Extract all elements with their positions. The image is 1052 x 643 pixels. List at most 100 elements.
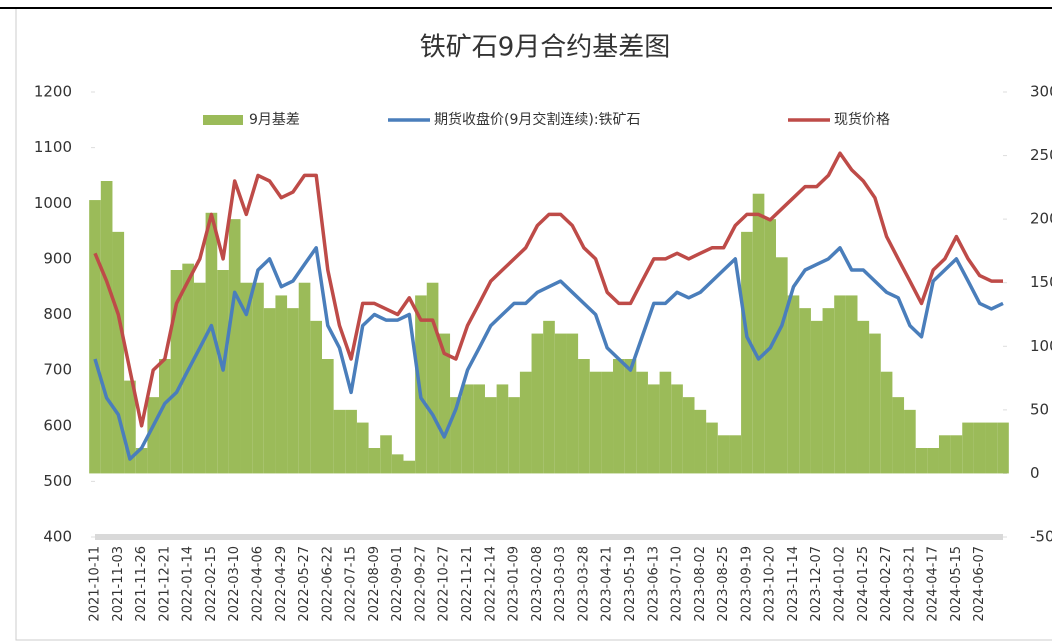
x-tick-label: 2023-11-14 bbox=[786, 546, 801, 622]
y-tick-label: 600 bbox=[43, 416, 72, 434]
y-tick-label: 800 bbox=[43, 305, 72, 323]
y2-tick-label: 300 bbox=[1030, 83, 1052, 101]
bar bbox=[380, 435, 392, 474]
x-tick-label: 2021-11-03 bbox=[111, 546, 126, 622]
bar bbox=[787, 295, 800, 474]
bar bbox=[938, 435, 951, 474]
bar bbox=[438, 333, 451, 474]
legend-label: 期货收盘价(9月交割连续):铁矿石 bbox=[434, 111, 641, 128]
x-tick-label: 2022-07-15 bbox=[344, 546, 359, 622]
legend-label: 9月基差 bbox=[249, 111, 300, 128]
x-tick-label: 2021-11-26 bbox=[134, 546, 149, 622]
x-tick-label: 2024-03-21 bbox=[902, 546, 917, 622]
x-tick-label: 2023-01-09 bbox=[507, 546, 522, 622]
x-tick-label: 2021-12-21 bbox=[157, 546, 172, 622]
x-tick-label: 2023-12-07 bbox=[809, 546, 824, 622]
y2-tick-label: 250 bbox=[1030, 146, 1052, 164]
bar bbox=[531, 333, 544, 474]
x-tick-label: 2022-06-22 bbox=[320, 546, 335, 622]
bar bbox=[892, 397, 905, 474]
bar bbox=[985, 422, 998, 474]
bar bbox=[135, 448, 148, 474]
bar bbox=[543, 320, 555, 474]
bar bbox=[484, 397, 497, 474]
x-tick-label: 2023-10-20 bbox=[763, 546, 778, 622]
bar bbox=[391, 454, 404, 474]
bar bbox=[554, 333, 567, 474]
bar bbox=[624, 359, 637, 474]
x-tick-label: 2021-10-11 bbox=[88, 546, 103, 622]
x-tick-label: 2024-05-15 bbox=[949, 546, 964, 622]
bar bbox=[997, 422, 1009, 474]
bar bbox=[89, 200, 101, 474]
bar bbox=[810, 320, 823, 474]
y2-tick-label: 200 bbox=[1030, 210, 1052, 228]
bar bbox=[345, 409, 357, 474]
bar bbox=[124, 380, 136, 474]
bar bbox=[834, 295, 846, 474]
y-tick-label: 900 bbox=[43, 249, 72, 267]
bar bbox=[426, 282, 439, 474]
bar bbox=[880, 371, 893, 474]
bar bbox=[647, 384, 660, 474]
bar bbox=[717, 435, 730, 474]
bar bbox=[659, 371, 672, 474]
x-tick-label: 2024-04-17 bbox=[926, 546, 941, 622]
y-tick-label: 1200 bbox=[34, 83, 72, 101]
y-tick-label: 400 bbox=[43, 528, 72, 546]
bar bbox=[752, 193, 765, 474]
bar bbox=[356, 422, 369, 474]
bar bbox=[589, 371, 602, 474]
x-tick-label: 2022-10-27 bbox=[437, 546, 452, 622]
y-tick-label: 700 bbox=[43, 361, 72, 379]
bar bbox=[950, 435, 963, 474]
bar bbox=[205, 212, 218, 474]
x-tick-label: 2023-07-10 bbox=[670, 546, 685, 622]
y2-tick-label: 150 bbox=[1030, 273, 1052, 291]
bar bbox=[729, 435, 742, 474]
bar bbox=[333, 409, 346, 474]
bar bbox=[927, 448, 939, 474]
bar bbox=[799, 308, 811, 474]
y-tick-label: 500 bbox=[43, 472, 72, 490]
y2-tick-label: -50 bbox=[1030, 528, 1052, 546]
bar bbox=[368, 448, 381, 474]
bar bbox=[100, 181, 113, 474]
bar bbox=[415, 295, 427, 474]
bar bbox=[252, 282, 264, 474]
bar bbox=[915, 448, 928, 474]
bar bbox=[869, 333, 881, 474]
y2-tick-label: 50 bbox=[1030, 400, 1049, 418]
bar bbox=[461, 384, 474, 474]
bar bbox=[973, 422, 986, 474]
bar bbox=[275, 295, 288, 474]
bar bbox=[298, 282, 311, 474]
bar bbox=[228, 219, 241, 474]
bar bbox=[578, 359, 590, 474]
x-tick-label: 2024-02-27 bbox=[879, 546, 894, 622]
bar bbox=[240, 282, 253, 474]
x-tick-label: 2022-09-01 bbox=[390, 546, 405, 622]
x-tick-label: 2022-02-15 bbox=[204, 546, 219, 622]
bar bbox=[601, 371, 614, 474]
line bbox=[93, 246, 1004, 461]
bar bbox=[287, 308, 299, 474]
bar bbox=[741, 231, 753, 474]
x-tick-label: 2023-09-19 bbox=[739, 546, 754, 622]
x-tick-label: 2023-05-19 bbox=[623, 546, 638, 622]
x-tick-label: 2022-09-27 bbox=[413, 546, 428, 622]
bar bbox=[566, 333, 579, 474]
y2-tick-label: 0 bbox=[1030, 464, 1040, 482]
bar bbox=[706, 422, 718, 474]
x-tick-label: 2023-02-08 bbox=[530, 546, 545, 622]
x-tick-label: 2022-08-09 bbox=[367, 546, 382, 622]
x-tick-label: 2022-12-14 bbox=[483, 546, 498, 622]
x-tick-label: 2022-01-14 bbox=[181, 546, 196, 622]
legend-label: 现货价格 bbox=[834, 111, 890, 128]
x-tick-label: 2022-04-29 bbox=[274, 546, 289, 622]
x-tick-label: 2023-03-28 bbox=[576, 546, 591, 622]
bar bbox=[519, 371, 532, 474]
legend-swatch bbox=[203, 115, 243, 125]
x-tick-label: 2022-11-21 bbox=[460, 546, 475, 622]
x-tick-label: 2024-01-02 bbox=[833, 546, 848, 622]
